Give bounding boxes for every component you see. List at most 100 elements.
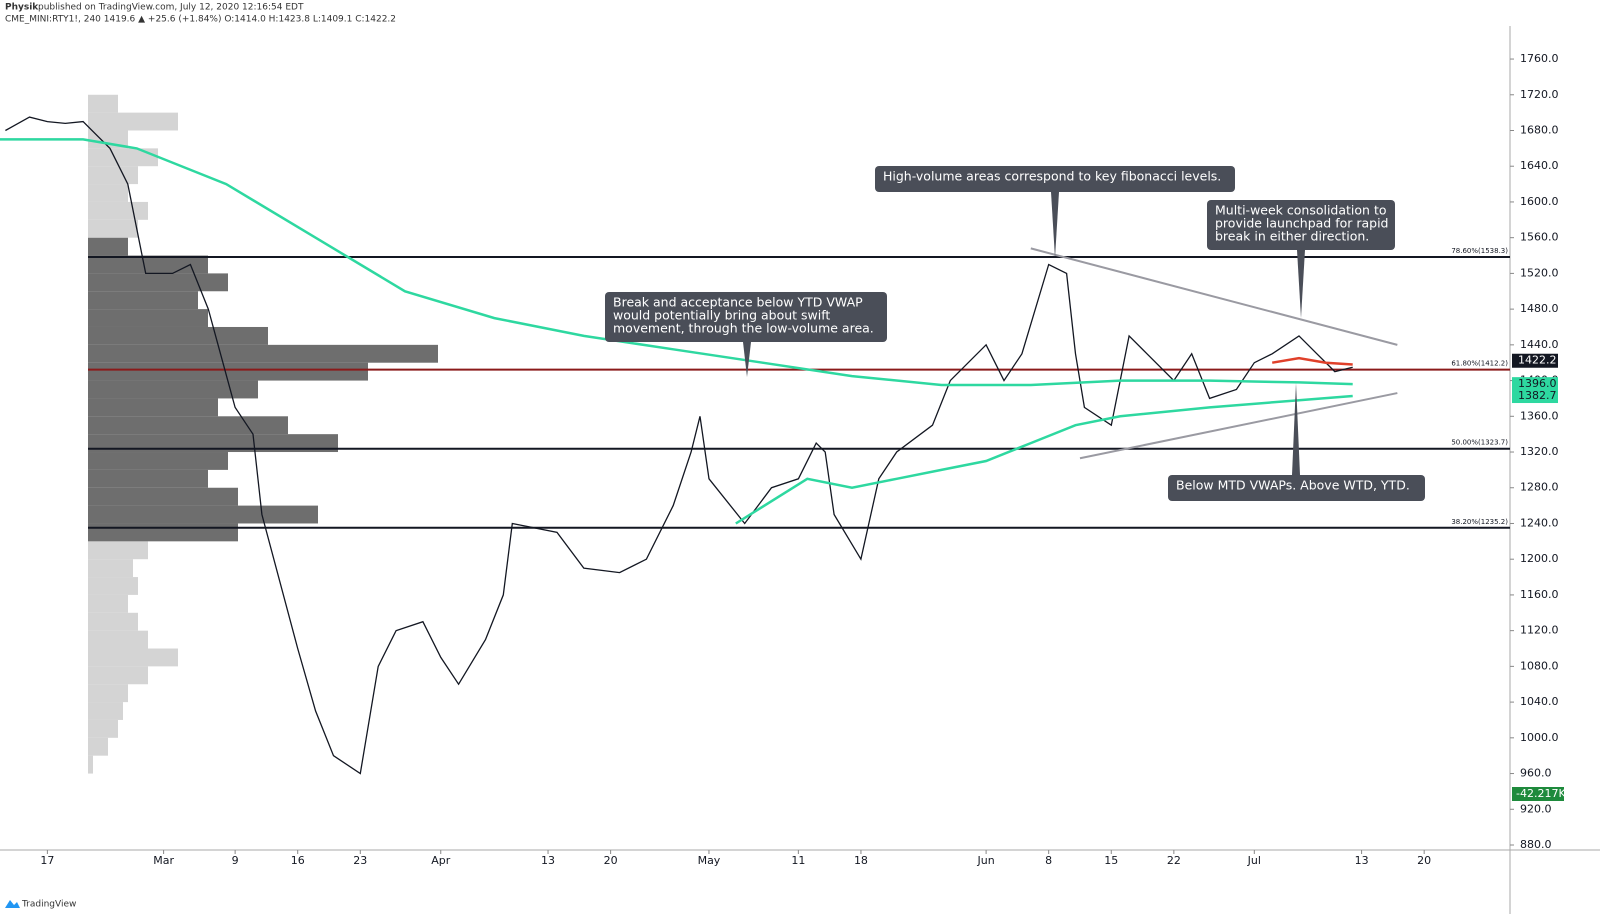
annotation-pointer [743, 342, 751, 377]
x-tick-label: Jun [977, 854, 995, 867]
symbol-line: CME_MINI:RTY1!, 240 1419.6 ▲ +25.6 (+1.8… [5, 15, 396, 25]
y-tick-label: 1640.0 [1520, 159, 1559, 172]
annotation-box [1168, 475, 1425, 501]
volume-profile-bar [88, 612, 138, 631]
fib-label: 38.20%(1235.2) [1451, 518, 1508, 526]
x-tick-label: May [698, 854, 721, 867]
annotation-text: Below MTD VWAPs. Above WTD, YTD. [1176, 478, 1410, 493]
x-tick-label: 8 [1045, 854, 1052, 867]
volume-profile-bar [88, 559, 133, 578]
logo [5, 900, 20, 908]
series-line [735, 394, 1353, 525]
volume-profile-bar [88, 309, 208, 327]
y-tick-label: 1200.0 [1520, 552, 1559, 565]
price-label: 1422.2 [1518, 354, 1557, 367]
x-tick-label: Mar [153, 854, 174, 867]
volume-profile-bar [88, 469, 208, 488]
volume-profile-bar [88, 737, 108, 756]
x-tick-label: 20 [1417, 854, 1431, 867]
volume-profile-bar [88, 219, 138, 238]
x-tick-label: 18 [854, 854, 868, 867]
y-tick-label: 1560.0 [1520, 231, 1559, 244]
volume-profile-bar [88, 362, 368, 381]
y-tick-label: 1480.0 [1520, 302, 1559, 315]
volume-profile-bar [88, 487, 238, 506]
x-tick-label: 13 [541, 854, 555, 867]
y-tick-label: 920.0 [1520, 802, 1552, 815]
annotation-text: movement, through the low-volume area. [613, 321, 874, 336]
price-label: 1382.7 [1518, 389, 1557, 402]
published: published on TradingView.com, July 12, 2… [38, 3, 304, 13]
volume-profile-bar [88, 648, 178, 667]
volume-profile-bar [88, 702, 123, 720]
annotation-box [1207, 200, 1395, 250]
trend-line [1079, 392, 1398, 460]
x-tick-label: 20 [604, 854, 618, 867]
y-tick-label: 1080.0 [1520, 659, 1559, 672]
annotation-text: Multi-week consolidation to [1215, 203, 1387, 218]
y-tick-label: 1520.0 [1520, 266, 1559, 279]
y-tick-label: 880.0 [1520, 838, 1552, 851]
y-tick-label: 1360.0 [1520, 409, 1559, 422]
x-tick-label: 23 [353, 854, 367, 867]
volume-label-bg [1512, 787, 1564, 801]
annotation-pointer [1297, 250, 1305, 318]
volume-profile-bar [88, 684, 128, 703]
y-tick-label: 1440.0 [1520, 338, 1559, 351]
annotation-text: would potentially bring about swift [613, 308, 830, 323]
volume-profile-bar [88, 130, 128, 149]
price-label-bg [1512, 353, 1558, 368]
fib-label: 50.00%(1323.7) [1451, 439, 1508, 447]
x-tick-label: Jul [1247, 854, 1261, 867]
price-label: 1396.0 [1518, 377, 1557, 390]
y-tick-label: 1600.0 [1520, 195, 1559, 208]
y-tick-label: 1240.0 [1520, 516, 1559, 529]
volume-profile-bar [88, 112, 178, 131]
fib-label: 78.60%(1538.3) [1451, 247, 1508, 255]
price-label-bg [1512, 389, 1558, 404]
volume-profile-bar [88, 505, 318, 524]
volume-profile-bar [88, 452, 228, 470]
volume-profile-bar [88, 344, 438, 363]
annotation-box [605, 292, 887, 342]
trend-line [1030, 247, 1398, 346]
x-tick-label: 13 [1355, 854, 1369, 867]
volume-profile-bar [88, 380, 258, 399]
x-tick-label: Apr [431, 854, 451, 867]
volume-profile-bar [88, 541, 148, 560]
volume-profile-bar [88, 398, 218, 417]
volume-profile-bar [88, 523, 238, 542]
volume-profile-bar [88, 666, 148, 685]
price-label-bg [1512, 377, 1558, 392]
volume-profile-bar [88, 416, 288, 435]
volume-profile-bar [88, 434, 338, 453]
volume-profile-bar [88, 594, 128, 613]
volume-profile-bar [88, 577, 138, 595]
x-tick-label: 9 [232, 854, 239, 867]
x-tick-label: 15 [1104, 854, 1118, 867]
annotation-text: Break and acceptance below YTD VWAP [613, 295, 863, 310]
annotation-box [875, 166, 1235, 192]
volume-profile-bar [88, 273, 228, 292]
volume-profile-bar [88, 326, 268, 345]
volume-profile-bar [88, 237, 128, 256]
y-tick-label: 1680.0 [1520, 123, 1559, 136]
y-tick-label: 1040.0 [1520, 695, 1559, 708]
annotation-pointer [1051, 192, 1059, 258]
volume-profile-bar [88, 291, 198, 310]
volume-label: -42.217K [1516, 787, 1566, 800]
y-tick-label: 1000.0 [1520, 731, 1559, 744]
publisher: Physik [5, 3, 39, 13]
y-tick-label: 1760.0 [1520, 52, 1559, 65]
y-tick-label: 1720.0 [1520, 88, 1559, 101]
volume-profile-bar [88, 148, 158, 167]
volume-profile-bar [88, 719, 118, 738]
x-tick-label: 16 [291, 854, 305, 867]
y-tick-label: 1280.0 [1520, 481, 1559, 494]
volume-profile-bar [88, 94, 118, 113]
series-line [1271, 356, 1353, 366]
volume-profile-bar [88, 184, 128, 202]
annotation-text: provide launchpad for rapid [1215, 216, 1389, 231]
y-tick-label: 1120.0 [1520, 624, 1559, 637]
